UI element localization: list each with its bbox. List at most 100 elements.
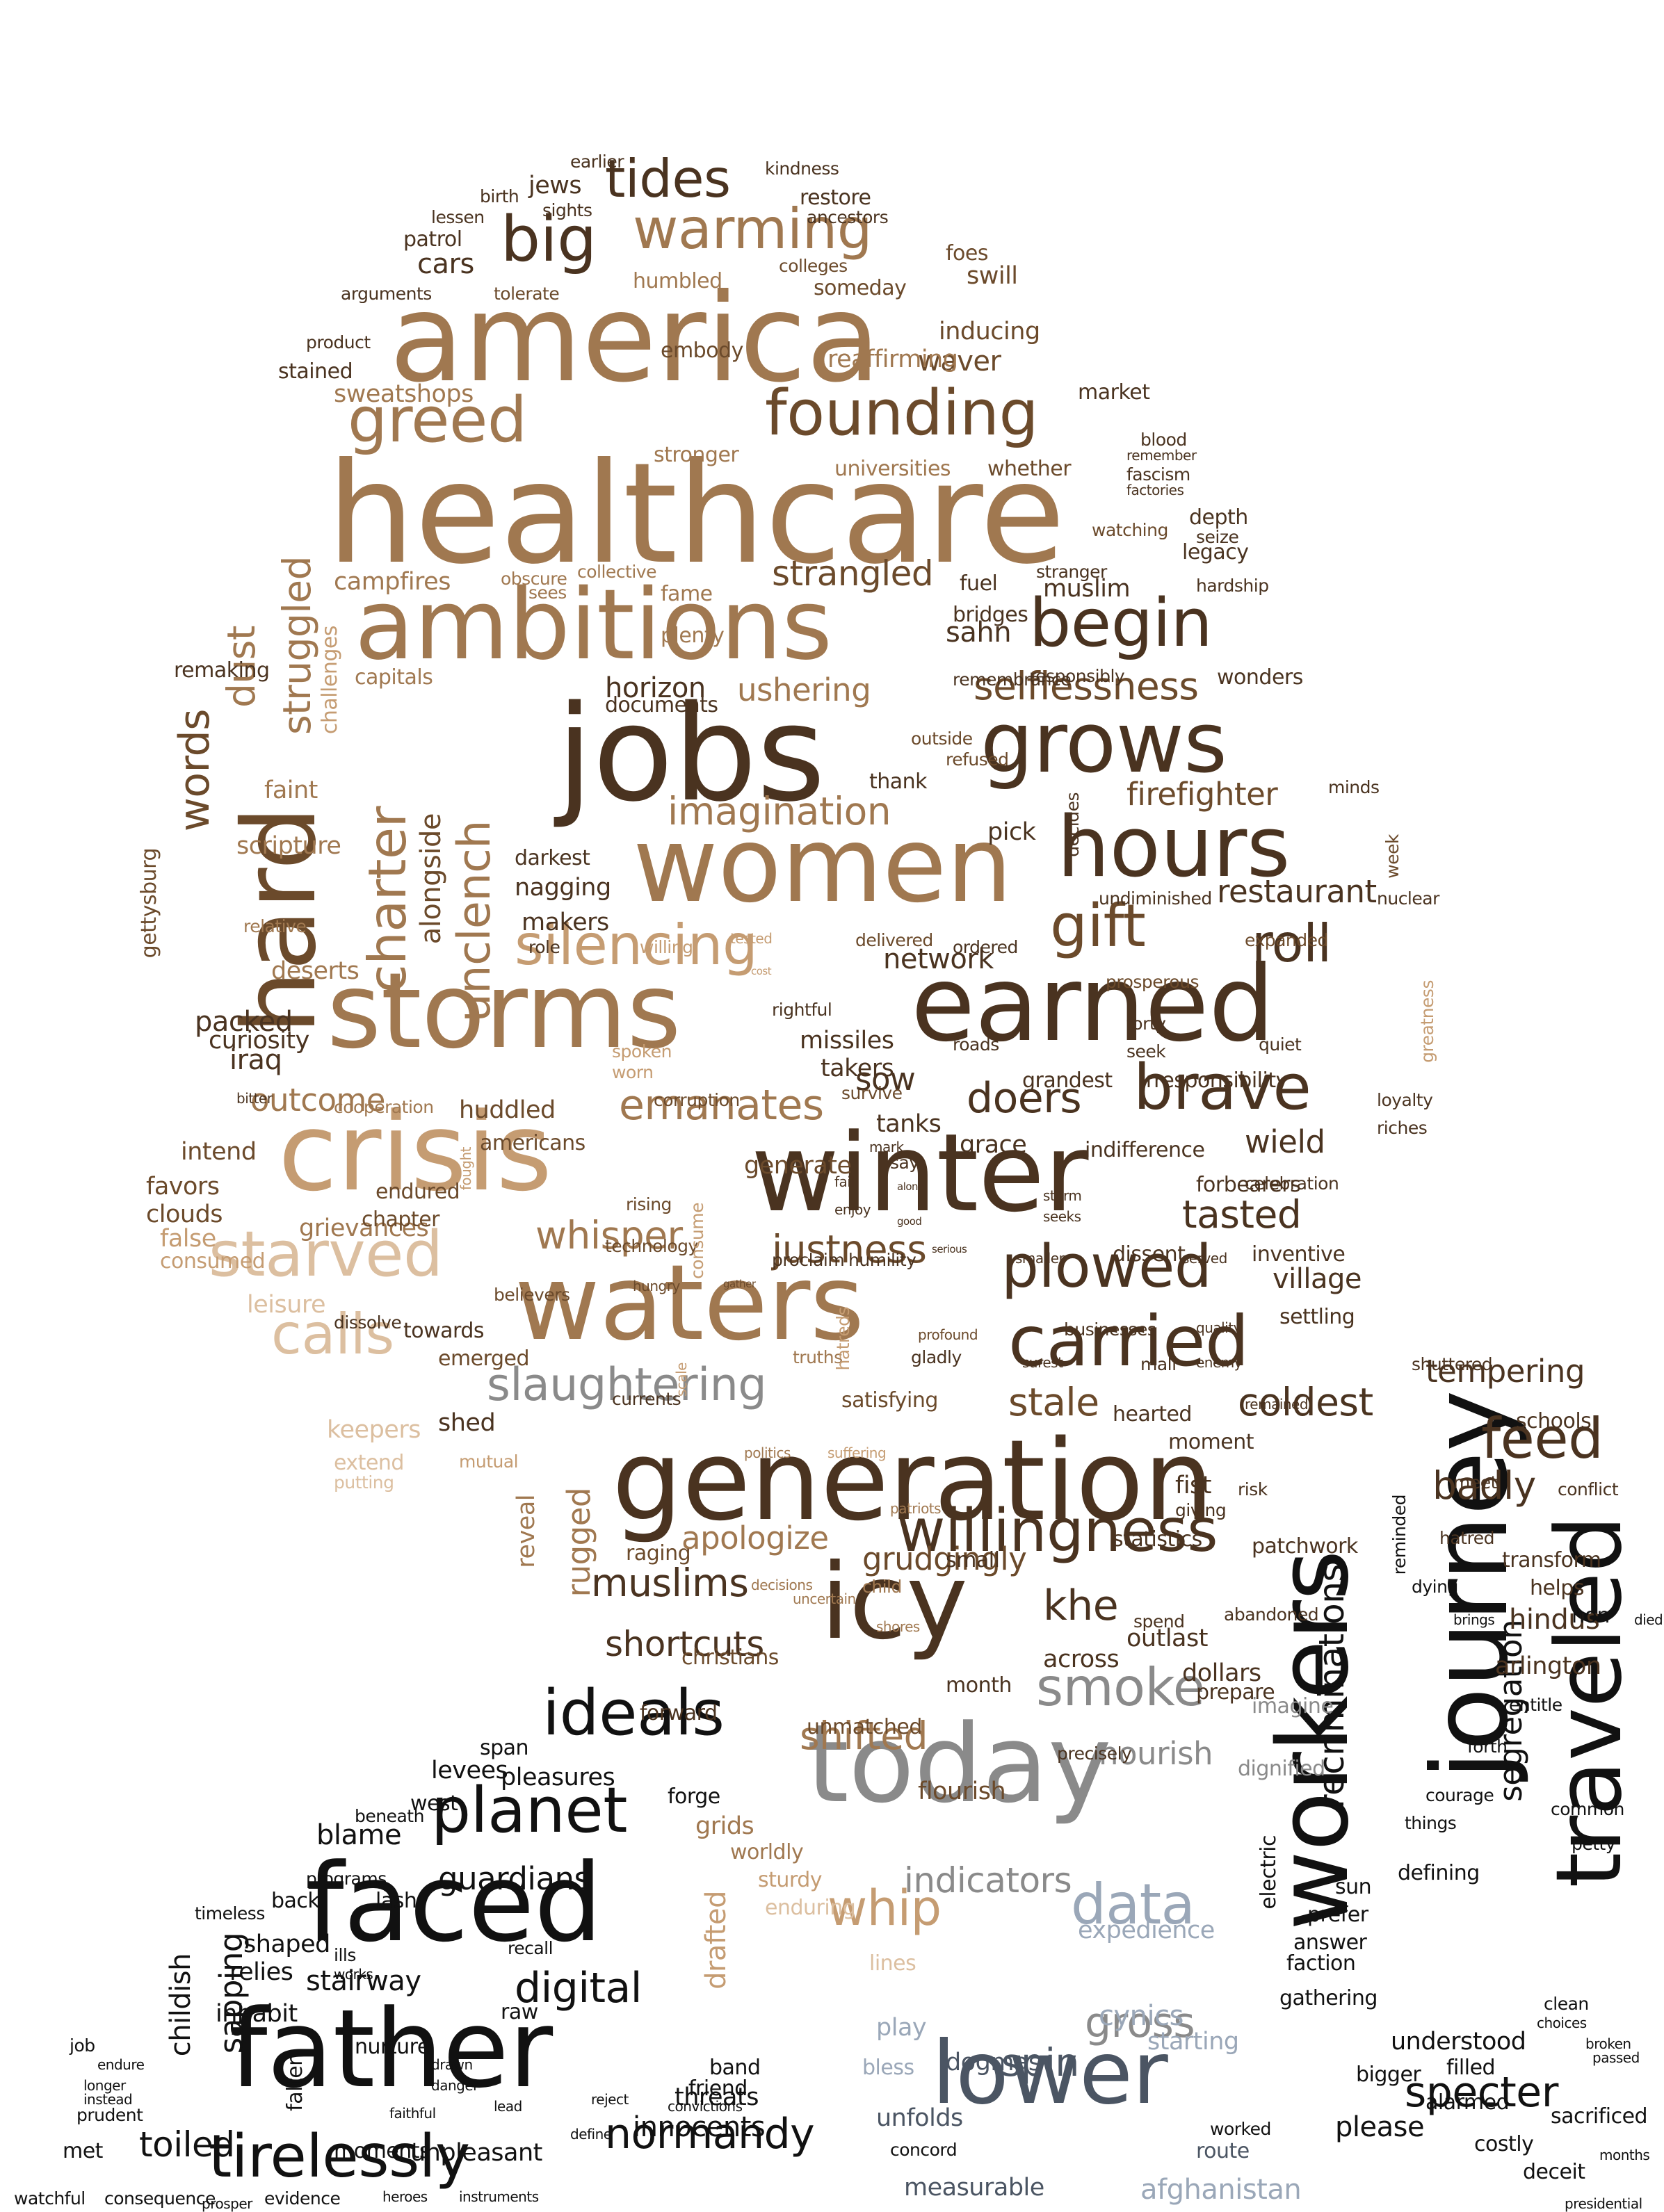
- word-sweatshops: sweatshops: [334, 380, 474, 408]
- word-businesses: businesses: [1064, 1319, 1156, 1340]
- word-relies: relies: [229, 1958, 293, 1986]
- word-whether: whether: [987, 457, 1072, 481]
- word-job: job: [70, 2035, 95, 2056]
- word-nourish: nourish: [1099, 1735, 1213, 1772]
- word-birth: birth: [480, 186, 519, 206]
- word-cars: cars: [417, 248, 474, 280]
- word-generate: generate: [744, 1152, 852, 1180]
- word-specter: specter: [1405, 2068, 1558, 2117]
- word-badly: badly: [1432, 1463, 1536, 1508]
- word-founding: founding: [765, 377, 1039, 450]
- word-tolerate: tolerate: [494, 284, 560, 304]
- word-collective: collective: [577, 562, 656, 582]
- word-huddled: huddled: [459, 1096, 556, 1124]
- word-things: things: [1405, 1813, 1457, 1833]
- word-defining: defining: [1398, 1861, 1480, 1885]
- word-spend: spend: [1133, 1611, 1185, 1632]
- word-consumed: consumed: [160, 1249, 266, 1274]
- word-mark: mark: [869, 1139, 904, 1155]
- word-reveal: reveal: [512, 1495, 540, 1568]
- word-warming: warming: [633, 197, 873, 261]
- word-willingness: willingness: [897, 1497, 1218, 1566]
- word-starting: starting: [1147, 2028, 1239, 2056]
- word-humbled: humbled: [633, 269, 722, 293]
- word-programs: programs: [306, 1869, 387, 1889]
- word-instead: instead: [83, 2091, 133, 2108]
- word-ideals: ideals: [542, 1677, 725, 1750]
- word-riches: riches: [1377, 1118, 1428, 1138]
- word-presidential: presidential: [1565, 2195, 1642, 2212]
- word-suffering: suffering: [827, 1445, 887, 1461]
- word-digital: digital: [515, 1964, 642, 2012]
- word-obscure: obscure: [501, 569, 567, 589]
- word-drafted: drafted: [700, 1891, 732, 1990]
- word-mall: mall: [1140, 1354, 1177, 1374]
- word-calls: calls: [271, 1302, 394, 1367]
- word-grace: grace: [960, 1131, 1027, 1159]
- word-entitle: entitle: [1509, 1695, 1562, 1715]
- word-transform: transform: [1502, 1548, 1601, 1572]
- word-reject: reject: [591, 2091, 629, 2108]
- word-non: non: [1572, 1604, 1610, 1628]
- word-lead: lead: [494, 2098, 522, 2115]
- word-moment: moment: [1168, 1430, 1254, 1454]
- word-bigger: bigger: [1356, 2063, 1421, 2087]
- word-village: village: [1273, 1263, 1362, 1295]
- word-carried: carried: [1008, 1301, 1250, 1382]
- word-muslim: muslim: [1043, 575, 1131, 603]
- word-seize: seize: [1196, 527, 1239, 547]
- word-faint: faint: [264, 776, 318, 804]
- word-doers: doers: [967, 1074, 1082, 1123]
- word-documents: documents: [605, 693, 718, 717]
- word-watching: watching: [1092, 520, 1168, 540]
- word-storms: storms: [327, 951, 681, 1072]
- word-roll: roll: [1252, 913, 1332, 974]
- word-ills: ills: [334, 1945, 356, 1965]
- word-passed: passed: [1592, 2049, 1640, 2066]
- word-indicators: indicators: [904, 1860, 1072, 1901]
- word-good: good: [897, 1215, 922, 1228]
- word-rightful: rightful: [772, 1000, 832, 1020]
- word-settling: settling: [1279, 1305, 1355, 1329]
- word-foes: foes: [946, 241, 989, 266]
- word-prosper: prosper: [202, 2195, 252, 2212]
- word-define: define: [570, 2126, 612, 2142]
- word-proclaim: proclaim: [772, 1250, 845, 1270]
- word-ambitions: ambitions: [355, 569, 832, 682]
- word-gettysburg: gettysburg: [137, 848, 161, 959]
- word-hearted: hearted: [1113, 1402, 1192, 1426]
- word-expanded: expanded: [1245, 930, 1328, 950]
- word-role: role: [528, 937, 560, 957]
- word-challenges: challenges: [318, 626, 342, 735]
- word-gathering: gathering: [1279, 1986, 1378, 2010]
- word-faithful: faithful: [389, 2105, 436, 2122]
- word-faced: faced: [306, 1840, 603, 1966]
- word-pleasures: pleasures: [501, 1764, 615, 1791]
- word-nagging: nagging: [515, 874, 611, 902]
- word-factories: factories: [1126, 482, 1184, 498]
- word-band: band: [709, 2056, 761, 2080]
- word-healthcare: healthcare: [327, 433, 1065, 595]
- word-slaughtering: slaughtering: [487, 1359, 767, 1411]
- word-timeless: timeless: [195, 1903, 265, 1924]
- word-stairway: stairway: [306, 1965, 421, 1997]
- word-rising: rising: [626, 1194, 672, 1214]
- word-uncertain: uncertain: [793, 1591, 856, 1607]
- word-whip: whip: [827, 1880, 942, 1937]
- word-shed: shed: [438, 1409, 496, 1437]
- word-inventive: inventive: [1252, 1242, 1346, 1267]
- word-unpleasant: unpleasant: [410, 2139, 542, 2167]
- word-grievances: grievances: [299, 1214, 429, 1242]
- word-forge: forge: [668, 1784, 720, 1809]
- word-thank: thank: [869, 770, 928, 794]
- word-takers: takers: [821, 1055, 894, 1082]
- word-america: america: [389, 268, 880, 409]
- word-horizon: horizon: [605, 672, 706, 704]
- word-tanks: tanks: [876, 1110, 942, 1138]
- word-plowed: plowed: [1001, 1233, 1212, 1301]
- word-hindus: hindus: [1509, 1604, 1600, 1636]
- word-choices: choices: [1537, 2015, 1587, 2031]
- word-dollars: dollars: [1182, 1659, 1261, 1687]
- word-died: died: [1634, 1611, 1663, 1628]
- word-childish: childish: [165, 1953, 197, 2057]
